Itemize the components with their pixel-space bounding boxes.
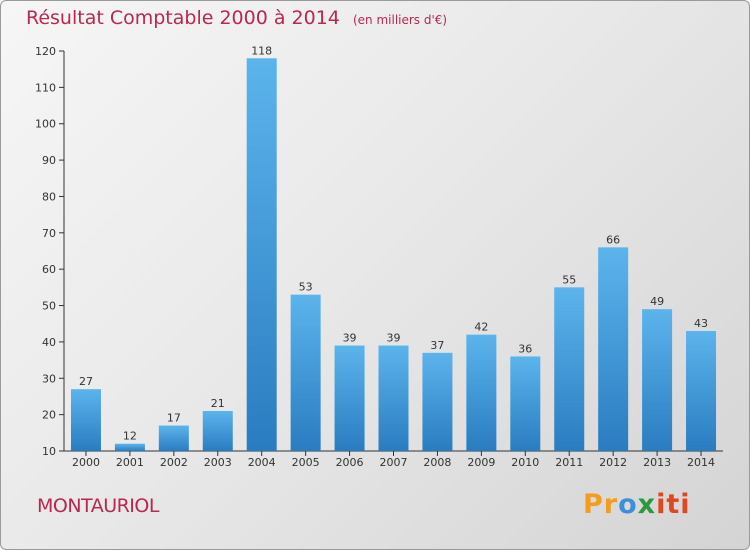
bar — [642, 309, 673, 451]
logo-part-3: x — [637, 489, 657, 520]
y-tick-label: 90 — [42, 154, 56, 167]
chart-subtitle: (en milliers d'€) — [352, 13, 448, 27]
y-tick-label: 120 — [35, 45, 56, 58]
bar-value-label: 27 — [79, 375, 93, 388]
x-tick-label: 2000 — [72, 456, 100, 469]
y-tick-label: 100 — [35, 118, 56, 131]
x-tick-label: 2002 — [160, 456, 188, 469]
y-tick-label: 50 — [42, 300, 56, 313]
bar-value-label: 42 — [474, 321, 488, 334]
bar-value-label: 55 — [562, 273, 576, 286]
commune-name: MONTAURIOL — [37, 495, 159, 517]
bar-value-label: 39 — [387, 332, 401, 345]
bar-value-label: 53 — [299, 281, 313, 294]
bar-value-label: 39 — [343, 332, 357, 345]
x-tick-label: 2007 — [380, 456, 408, 469]
y-tick-label: 110 — [35, 81, 56, 94]
logo-part-2: o — [618, 489, 638, 520]
x-tick-label: 2001 — [116, 456, 144, 469]
y-tick-label: 10 — [42, 445, 56, 458]
bar — [246, 58, 277, 451]
x-tick-label: 2004 — [248, 456, 276, 469]
bar — [598, 247, 629, 451]
chart-title-main: Résultat Comptable 2000 à 2014 — [26, 7, 340, 29]
bar — [70, 389, 101, 451]
x-tick-label: 2010 — [511, 456, 539, 469]
y-tick-label: 30 — [42, 372, 56, 385]
proxiti-logo: Proxiti — [583, 489, 691, 520]
bar-value-label: 118 — [251, 44, 272, 57]
y-tick-label: 80 — [42, 190, 56, 203]
bar-value-label: 43 — [694, 317, 708, 330]
bar — [378, 345, 409, 451]
bar — [334, 345, 365, 451]
chart-title: Résultat Comptable 2000 à 2014 (en milli… — [26, 7, 447, 29]
x-tick-label: 2006 — [336, 456, 364, 469]
x-tick-label: 2008 — [423, 456, 451, 469]
logo-part-1: Pr — [583, 489, 619, 520]
x-tick-label: 2011 — [555, 456, 583, 469]
y-tick-label: 20 — [42, 409, 56, 422]
bar-value-label: 37 — [430, 339, 444, 352]
bar-value-label: 66 — [606, 233, 620, 246]
y-tick-label: 60 — [42, 263, 56, 276]
y-tick-label: 70 — [42, 227, 56, 240]
bar — [510, 356, 541, 451]
x-tick-label: 2003 — [204, 456, 232, 469]
bar — [202, 411, 233, 451]
x-tick-label: 2012 — [599, 456, 627, 469]
logo-part-4: iti — [656, 489, 691, 520]
bar — [686, 331, 717, 451]
bar-value-label: 36 — [518, 342, 532, 355]
x-tick-label: 2005 — [292, 456, 320, 469]
y-tick-label: 40 — [42, 336, 56, 349]
bar-value-label: 17 — [167, 412, 181, 425]
bar — [158, 425, 189, 451]
bar — [554, 287, 585, 451]
bar-value-label: 21 — [211, 397, 225, 410]
x-tick-label: 2009 — [467, 456, 495, 469]
bar-value-label: 12 — [123, 430, 137, 443]
x-tick-label: 2013 — [643, 456, 671, 469]
bar — [466, 334, 497, 451]
bar-value-label: 49 — [650, 295, 664, 308]
bar — [290, 294, 321, 451]
x-tick-label: 2014 — [687, 456, 715, 469]
bar — [422, 352, 453, 451]
bar — [114, 443, 145, 451]
